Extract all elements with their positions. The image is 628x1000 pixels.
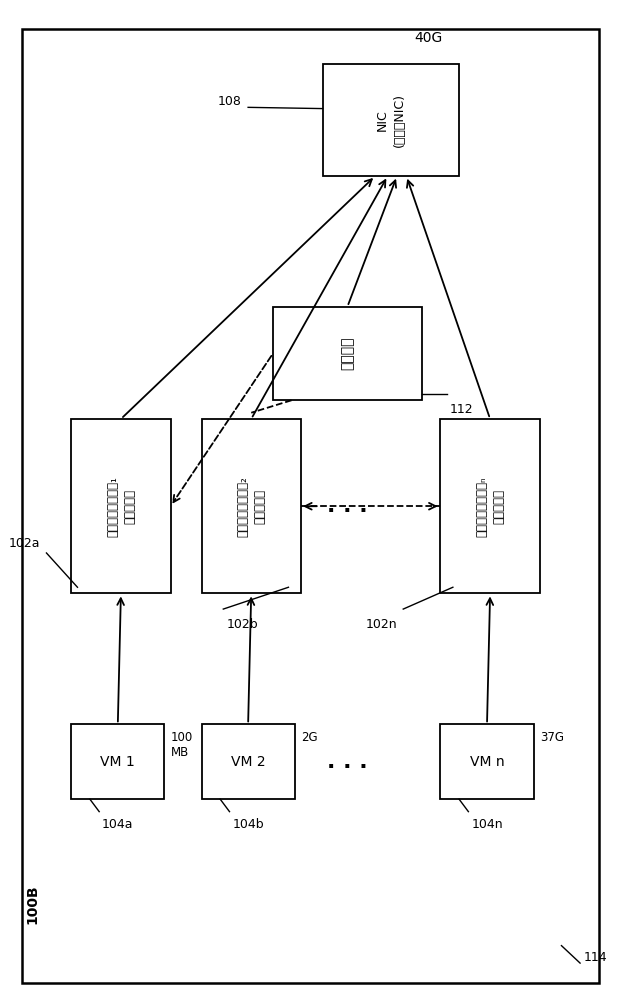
Text: 104b: 104b <box>232 818 264 831</box>
Text: 104a: 104a <box>102 818 134 831</box>
Text: VM n: VM n <box>470 755 504 769</box>
Text: 104n: 104n <box>471 818 503 831</box>
Bar <box>71 419 171 593</box>
Text: 100
MB: 100 MB <box>171 731 193 759</box>
Text: NIC
(或聚合NIC): NIC (或聚合NIC) <box>376 93 406 147</box>
Text: 102b: 102b <box>227 618 258 631</box>
Text: VM 2: VM 2 <box>231 755 266 769</box>
Bar <box>273 307 422 400</box>
Bar <box>440 419 539 593</box>
Bar <box>202 419 301 593</box>
Text: 100B: 100B <box>25 884 39 924</box>
Text: . . .: . . . <box>327 752 368 772</box>
Text: . . .: . . . <box>327 496 368 516</box>
Bar <box>202 724 295 799</box>
Text: 用于最大上限队列ₙ
的微调度器: 用于最大上限队列ₙ 的微调度器 <box>475 476 505 537</box>
Text: 112: 112 <box>450 403 474 416</box>
Bar <box>323 64 459 176</box>
Bar <box>71 724 165 799</box>
Text: 108: 108 <box>218 95 242 108</box>
Bar <box>440 724 534 799</box>
Text: 37G: 37G <box>539 731 564 744</box>
Text: 用于最大上限队列₂
的微调度器: 用于最大上限队列₂ 的微调度器 <box>236 476 266 537</box>
Text: VM 1: VM 1 <box>100 755 135 769</box>
Text: 用于最大上限队列₁
的微调度器: 用于最大上限队列₁ 的微调度器 <box>106 476 136 537</box>
Text: 102a: 102a <box>9 537 40 550</box>
Text: 宏调度器: 宏调度器 <box>340 337 354 370</box>
Text: 2G: 2G <box>301 731 318 744</box>
Text: 114: 114 <box>583 951 607 964</box>
Text: 40G: 40G <box>414 31 442 45</box>
Text: 102n: 102n <box>365 618 397 631</box>
